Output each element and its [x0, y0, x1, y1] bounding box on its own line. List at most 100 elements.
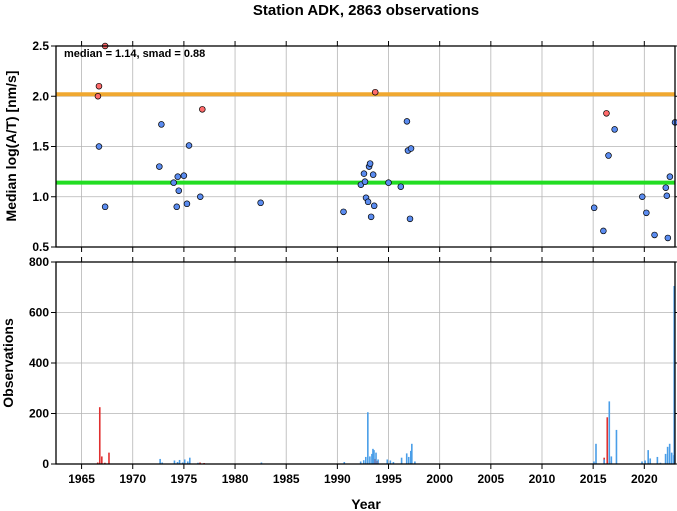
- blue-observation-bar: [371, 453, 373, 464]
- blue-observation-bar: [603, 459, 605, 464]
- x-tick-label: 2015: [580, 472, 607, 486]
- blue-observation-bar: [392, 461, 395, 464]
- data-point: [174, 173, 182, 180]
- data-point: [605, 152, 612, 159]
- data-point: [185, 142, 193, 149]
- chart-title: Station ADK, 2863 observations: [253, 2, 479, 19]
- outlier-point: [95, 82, 103, 90]
- bottom-y-tick-label: 0: [42, 457, 49, 471]
- blue-observation-bar: [386, 459, 389, 464]
- blue-observation-bar: [411, 443, 413, 464]
- blue-observation-bar: [377, 459, 379, 464]
- blue-observation-bar: [405, 453, 408, 464]
- top-y-tick-label: 2.0: [32, 89, 49, 103]
- outlier-point: [371, 88, 379, 96]
- data-point: [385, 179, 392, 186]
- data-point: [600, 227, 607, 235]
- top-y-axis-label: Median log(A/T) [nm/s]: [3, 71, 19, 222]
- top-y-tick-label: 0.5: [32, 240, 49, 254]
- blue-observation-bar: [647, 450, 649, 464]
- blue-observation-bar: [666, 446, 669, 464]
- x-axis-label: Year: [351, 496, 381, 511]
- blue-observation-bar: [656, 456, 659, 464]
- data-point: [639, 193, 646, 201]
- blue-observation-bar: [176, 461, 179, 464]
- data-point: [183, 200, 191, 208]
- data-point: [662, 184, 670, 191]
- data-point: [590, 204, 598, 212]
- red-observation-bar: [108, 452, 110, 464]
- blue-observation-bar: [159, 458, 161, 464]
- top-frame: [55, 45, 676, 248]
- blue-observation-bar: [673, 285, 675, 464]
- blue-observation-bar: [375, 452, 377, 464]
- outlier-point: [94, 92, 102, 100]
- x-tick-label: 1985: [273, 472, 300, 486]
- data-point: [370, 202, 378, 210]
- x-tick-label: 1990: [324, 472, 351, 486]
- data-point: [197, 193, 204, 201]
- blue-observation-bar: [664, 453, 667, 464]
- blue-observation-bar: [362, 460, 365, 464]
- bottom-y-tick-label: 600: [29, 306, 49, 320]
- data-point: [666, 173, 674, 180]
- top-y-tick-label: 1.0: [32, 190, 49, 204]
- data-point: [664, 234, 672, 242]
- x-tick-label: 1975: [171, 472, 198, 486]
- blue-observation-bar: [183, 459, 186, 464]
- red-observation-bar: [96, 462, 99, 464]
- red-observation-bar: [376, 460, 378, 464]
- x-tick-label: 2020: [631, 472, 658, 486]
- blue-observation-bar: [595, 443, 597, 464]
- data-point: [360, 170, 368, 177]
- blue-observation-bar: [260, 462, 263, 464]
- bottom-y-tick-label: 400: [29, 356, 49, 370]
- data-point: [175, 187, 183, 194]
- data-point: [611, 126, 618, 133]
- blue-observation-bar: [670, 452, 673, 464]
- blue-observation-bar: [186, 461, 189, 464]
- blue-observation-bar: [359, 461, 362, 464]
- blue-observation-bar: [615, 429, 618, 464]
- data-point: [158, 121, 165, 128]
- blue-observation-bar: [343, 461, 346, 464]
- bottom-y-axis-label: Observations: [0, 318, 16, 408]
- blue-observation-bar: [608, 401, 611, 464]
- blue-observation-bar: [668, 443, 671, 464]
- blue-observation-bar: [610, 456, 613, 464]
- data-point: [170, 179, 177, 186]
- top-y-tick-label: 1.5: [32, 140, 49, 154]
- blue-observation-bar: [364, 456, 367, 464]
- data-point: [403, 118, 411, 125]
- outlier-point: [603, 110, 610, 117]
- blue-observation-bar: [593, 461, 595, 464]
- blue-observation-bar: [181, 462, 184, 464]
- data-point: [643, 209, 650, 217]
- data-point: [366, 160, 374, 167]
- blue-observation-bar: [372, 448, 374, 464]
- blue-observation-bar: [407, 456, 410, 464]
- data-point: [364, 198, 372, 206]
- data-point: [257, 199, 264, 207]
- data-point: [397, 183, 405, 190]
- blue-observation-bar: [644, 460, 646, 464]
- blue-observation-bar: [373, 450, 375, 464]
- red-observation-bar: [374, 458, 376, 464]
- data-point: [156, 163, 163, 170]
- stats-annotation: median = 1.14, smad = 0.88: [64, 48, 205, 60]
- red-observation-bar: [101, 456, 103, 464]
- bottom-y-tick-label: 800: [29, 255, 49, 269]
- red-observation-bar: [98, 407, 101, 464]
- x-tick-label: 1980: [222, 472, 249, 486]
- data-point: [407, 145, 415, 152]
- x-tick-label: 2005: [477, 472, 504, 486]
- data-point: [173, 203, 180, 211]
- x-tick-label: 1965: [68, 472, 95, 486]
- blue-observation-bar: [367, 412, 369, 464]
- data-point: [340, 208, 347, 216]
- data-point: [180, 172, 188, 179]
- blue-observation-bar: [161, 462, 163, 464]
- top-panel: 0.5 1.0 1.5 2.0 2.5: [32, 39, 677, 254]
- data-point: [361, 178, 369, 185]
